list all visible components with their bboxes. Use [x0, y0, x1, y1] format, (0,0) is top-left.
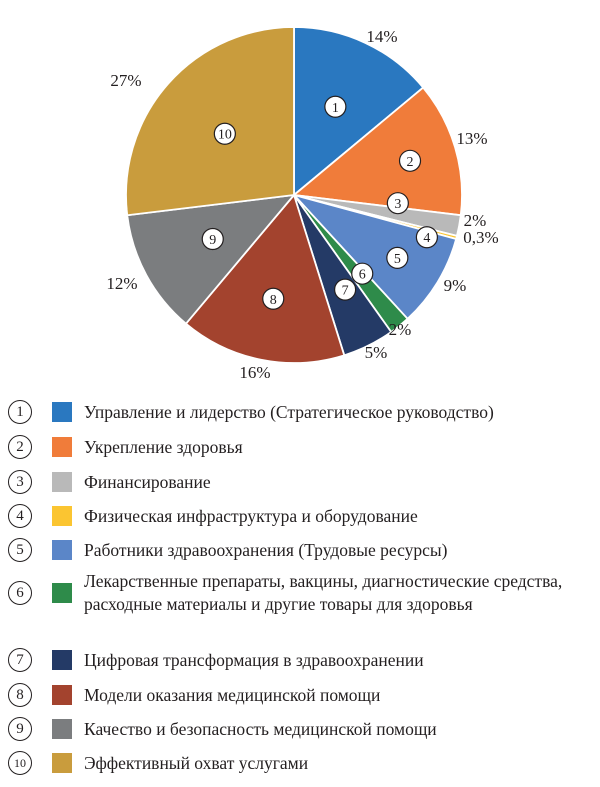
slice-marker-number: 1: [332, 101, 339, 116]
slice-percent-label-1: 14%: [366, 27, 397, 46]
slice-marker-number: 6: [359, 268, 366, 283]
legend-swatch: [52, 402, 72, 422]
slice-marker-2: 2: [398, 149, 422, 172]
legend-swatch: [52, 540, 72, 560]
slice-marker-circle: [213, 122, 236, 145]
pie-slice-1: [293, 26, 425, 197]
slice-marker-circle: [324, 95, 347, 118]
slice-marker-circle: [201, 227, 224, 251]
legend-swatch: [52, 437, 72, 457]
slice-marker-8: 8: [262, 287, 285, 310]
slice-marker-circle: [351, 262, 374, 285]
slice-marker-circle: [415, 226, 438, 249]
legend-label: Физическая инфраструктура и оборудование: [84, 505, 418, 526]
slice-marker-number: 3: [394, 197, 401, 212]
slice-marker-number: 10: [218, 128, 232, 143]
slice-marker-9: 9: [201, 227, 224, 251]
legend-label: Модели оказания медицинской помощи: [84, 684, 381, 705]
slice-marker-number: 2: [407, 155, 414, 170]
slice-marker-circle: [334, 278, 357, 301]
slice-marker-1: 1: [324, 95, 347, 118]
legend-number: 8: [8, 683, 32, 707]
slice-percent-label-7: 5%: [365, 343, 388, 362]
slice-percent-label-8: 16%: [239, 363, 270, 382]
legend-item-4: 4 Физическая инфраструктура и оборудовани…: [8, 504, 593, 528]
slice-marker-10: 10: [213, 122, 236, 145]
slice-percent-label-3: 2%: [464, 211, 487, 230]
legend-swatch: [52, 719, 72, 739]
slice-percent-label-5: 9%: [444, 276, 467, 295]
legend-number: 7: [8, 648, 32, 672]
legend-number: 9: [8, 717, 32, 741]
slice-marker-circle: [262, 287, 285, 310]
slice-marker-number: 9: [209, 233, 216, 248]
legend-swatch: [52, 472, 72, 492]
pie-slice-2: [291, 86, 463, 217]
pie-slice-5: [291, 193, 458, 321]
legend-label: Качество и безопасность медицинской помо…: [84, 718, 437, 739]
legend-number: 1: [8, 400, 32, 424]
legend-item-7: 7 Цифровая трансформация в здравоохранени…: [8, 648, 593, 672]
legend-number: 3: [8, 470, 32, 494]
slice-percent-label-4: 0,3%: [463, 228, 498, 247]
legend-swatch: [52, 506, 72, 526]
legend-number: 2: [8, 435, 32, 459]
slice-marker-circle: [386, 246, 409, 269]
legend-item-3: 3 Финансирование: [8, 470, 593, 494]
pie-slice-9: [126, 193, 297, 325]
legend-label: Управление и лидерство (Стратегическое р…: [84, 401, 494, 422]
legend-number: 4: [8, 504, 32, 528]
pie-slices: [125, 26, 463, 364]
slice-marker-6: 6: [351, 262, 374, 285]
slice-marker-4: 4: [415, 226, 438, 249]
slice-marker-number: 5: [394, 252, 401, 267]
pie-slice-10: [125, 26, 295, 217]
slice-marker-circle: [386, 192, 409, 215]
legend-number: 10: [8, 751, 32, 775]
legend-item-9: 9 Качество и безопасность медицинской пом…: [8, 717, 593, 741]
legend-label: Эффективный охват услугами: [84, 752, 309, 773]
legend-swatch: [52, 583, 72, 603]
legend-item-6: 6 Лекарственные препараты, вакцины, диагн…: [8, 570, 593, 616]
legend-label: Лекарственные препараты, вакцины, диагно…: [84, 571, 563, 614]
legend-item-1: 1 Управление и лидерство (Стратегическое …: [8, 400, 593, 424]
legend-label: Укрепление здоровья: [84, 436, 243, 457]
legend-label: Цифровая трансформация в здравоохранении: [84, 649, 424, 670]
legend-item-10: 10 Эффективный охват услугами: [8, 751, 593, 775]
legend-number: 5: [8, 538, 32, 562]
slice-marker-5: 5: [386, 246, 409, 269]
pie-slice-8: [184, 193, 346, 364]
legend-label: Финансирование: [84, 471, 211, 492]
legend-label: Работники здравоохранения (Трудовые ресу…: [84, 539, 448, 560]
legend-item-5: 5 Работники здравоохранения (Трудовые рес…: [8, 538, 593, 562]
legend-swatch: [52, 650, 72, 670]
slice-percent-labels: 14%13%2%0,3%9%2%5%16%12%27%: [106, 27, 498, 382]
legend-swatch: [52, 753, 72, 773]
legend-swatch: [52, 685, 72, 705]
legend-item-8: 8 Модели оказания медицинской помощи: [8, 683, 593, 707]
slice-percent-label-10: 27%: [110, 71, 141, 90]
legend-item-2: 2 Укрепление здоровья: [8, 435, 593, 459]
slice-marker-number: 8: [270, 293, 277, 308]
slice-marker-3: 3: [386, 192, 409, 215]
slice-marker-number: 7: [342, 284, 349, 299]
slice-marker-7: 7: [334, 278, 357, 301]
slice-percent-label-9: 12%: [106, 274, 137, 293]
slice-number-markers: 1 2 3 4 5 67 8 9 10: [201, 95, 438, 310]
slice-percent-label-2: 13%: [456, 129, 487, 148]
slice-marker-circle: [398, 149, 422, 172]
legend-number: 6: [8, 581, 32, 605]
slice-percent-label-6: 2%: [389, 320, 412, 339]
slice-marker-number: 4: [423, 231, 430, 246]
